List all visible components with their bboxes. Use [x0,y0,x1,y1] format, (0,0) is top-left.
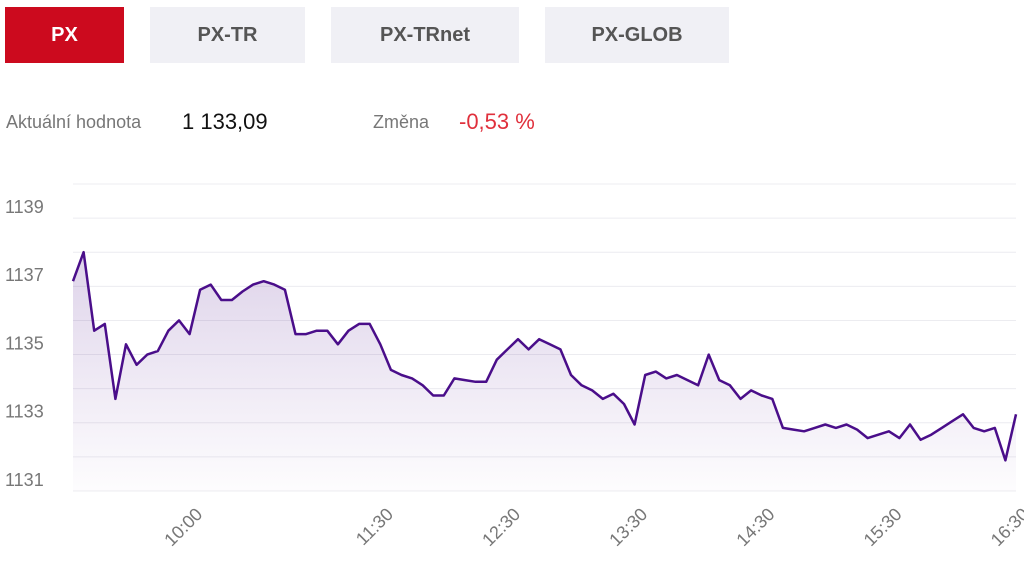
stat-value: 1 133,09 [182,109,268,134]
x-tick-label: 13:30 [605,504,651,550]
y-tick-label: 1131 [5,470,44,490]
x-tick-label: 14:30 [732,504,778,550]
area-fill [73,252,1016,491]
tab[interactable]: PX [5,7,124,63]
x-tick-label: 10:00 [160,504,206,550]
y-tick-label: 1139 [5,197,44,217]
y-tick-label: 1135 [5,333,44,353]
x-tick-label: 16:30 [987,504,1024,550]
x-tick-label: 12:30 [478,504,524,550]
tab[interactable]: PX-TR [150,7,305,63]
x-tick-label: 11:30 [352,504,397,549]
stat-label: Změna [373,112,430,132]
y-tick-label: 1133 [5,402,44,422]
tab[interactable]: PX-GLOB [545,7,729,63]
x-tick-label: 15:30 [860,504,906,550]
y-tick-label: 1137 [5,265,44,285]
line [71,250,1018,462]
tab[interactable]: PX-TRnet [331,7,519,63]
stat-label: Aktuální hodnota [6,112,142,132]
stat-change: -0,53 % [459,109,535,134]
